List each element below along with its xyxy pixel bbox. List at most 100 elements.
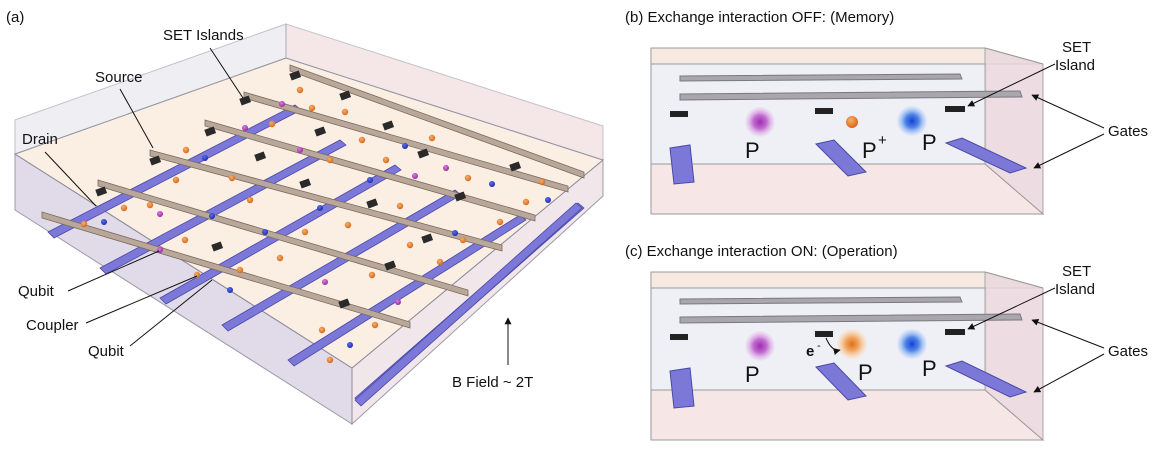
coupler-dot bbox=[382, 156, 390, 164]
panel-b-island-mid bbox=[815, 108, 833, 114]
set-island bbox=[421, 233, 434, 244]
set-island bbox=[289, 70, 302, 81]
coupler-dot bbox=[268, 120, 276, 128]
panel-b-top-face bbox=[650, 47, 1044, 65]
set-island bbox=[149, 155, 162, 166]
qubit-pointer-1 bbox=[67, 250, 160, 292]
set-island bbox=[454, 191, 467, 202]
coupler-dot bbox=[538, 178, 546, 186]
b-field-label: B Field ~ 2T bbox=[452, 374, 533, 391]
panel-c-p-left: P bbox=[745, 362, 760, 387]
panel-c-gate-right bbox=[944, 360, 1028, 398]
coupler-dot bbox=[182, 146, 190, 154]
panel-a-label: (a) bbox=[6, 9, 24, 26]
set-island bbox=[211, 241, 224, 252]
panel-b-p-left: P bbox=[745, 138, 760, 163]
qubit-dot bbox=[209, 213, 215, 219]
coupler-dot bbox=[146, 201, 154, 209]
panel-c-p-right: P bbox=[922, 356, 937, 381]
coupler-dot bbox=[371, 321, 379, 329]
coupler-dot bbox=[368, 271, 376, 279]
coupler-dot bbox=[344, 221, 352, 229]
panel-c-coupler-orange bbox=[837, 329, 867, 359]
donor-atoms bbox=[80, 86, 551, 364]
coupler-dot bbox=[120, 204, 128, 212]
set-island bbox=[254, 151, 267, 162]
set-island bbox=[338, 298, 351, 309]
set-island bbox=[417, 148, 430, 159]
panel-c-drain-bar bbox=[679, 313, 1023, 324]
panel-b-drain-bar bbox=[679, 90, 1023, 101]
qubit-pointer-2 bbox=[129, 279, 213, 347]
panel-c-back-wall bbox=[650, 287, 987, 391]
panel-b-set-pointer bbox=[967, 63, 1056, 107]
panel-b-set-label-line1: SET bbox=[1062, 39, 1091, 56]
set-islands-label: SET Islands bbox=[163, 27, 244, 44]
qubit-dot bbox=[322, 279, 328, 285]
set-island bbox=[382, 120, 395, 131]
panel-a: (a) bbox=[6, 9, 605, 426]
qubit-dot bbox=[297, 147, 303, 153]
drain-pointer bbox=[44, 151, 97, 207]
coupler-label: Coupler bbox=[26, 317, 79, 334]
coupler-dot bbox=[301, 228, 309, 236]
coupler-dot bbox=[396, 202, 404, 210]
coupler-dot bbox=[228, 174, 236, 182]
coupler-dot bbox=[296, 86, 304, 94]
panel-b: (b) Exchange interaction OFF: (Memory) P… bbox=[625, 9, 1148, 216]
coupler-dot bbox=[436, 258, 444, 266]
coupler-pointer bbox=[85, 275, 198, 324]
coupler-dot bbox=[276, 254, 284, 262]
coupler-dot bbox=[496, 218, 504, 226]
qubit-dot bbox=[443, 165, 449, 171]
panel-c-set-label-line2: Island bbox=[1055, 281, 1095, 298]
panel-c-set-label-line1: SET bbox=[1062, 263, 1091, 280]
panel-b-p-plus: P bbox=[862, 138, 877, 163]
panel-c-top-face bbox=[650, 271, 1044, 289]
panel-c-island-mid bbox=[815, 331, 833, 337]
panel-c-island-right bbox=[945, 329, 965, 335]
panel-b-p-right: P bbox=[922, 130, 937, 155]
metal-line bbox=[204, 119, 536, 222]
panel-b-gates-label: Gates bbox=[1108, 123, 1148, 140]
set-island bbox=[95, 186, 108, 197]
panel-c-electron: e bbox=[806, 343, 814, 360]
panel-b-gates-pointer-1 bbox=[1031, 94, 1105, 129]
set-island bbox=[384, 260, 397, 271]
set-island bbox=[366, 198, 379, 209]
qubit-label-2: Qubit bbox=[88, 343, 125, 360]
coupler-dot bbox=[464, 174, 472, 182]
panel-c-set-pointer bbox=[967, 287, 1056, 330]
qubit-dot bbox=[489, 181, 495, 187]
panel-c-qubit-purple bbox=[745, 331, 775, 361]
panel-c: (c) Exchange interaction ON: (Operation)… bbox=[625, 243, 1148, 442]
panel-c-qubit-blue bbox=[897, 329, 927, 359]
qubit-dot bbox=[317, 205, 323, 211]
panel-b-p-plus-sup: + bbox=[878, 132, 887, 149]
coupler-dot bbox=[326, 356, 334, 364]
panel-c-gates-label: Gates bbox=[1108, 343, 1148, 360]
coupler-dot bbox=[522, 198, 530, 206]
front-gate bbox=[354, 202, 583, 407]
coupler-dot bbox=[358, 136, 366, 144]
qubit-label-1: Qubit bbox=[18, 283, 55, 300]
coupler-dot bbox=[326, 156, 334, 164]
panel-b-source-bar bbox=[679, 73, 963, 82]
set-island bbox=[299, 178, 312, 189]
coupler-dot bbox=[172, 176, 180, 184]
panel-c-electron-sup: - bbox=[817, 340, 821, 352]
panel-c-island-left bbox=[670, 334, 688, 340]
set-island bbox=[204, 126, 217, 137]
metal-line bbox=[289, 64, 585, 179]
qubit-dot bbox=[452, 230, 458, 236]
qubit-dot bbox=[395, 299, 401, 305]
panel-b-gate-right bbox=[944, 137, 1028, 174]
panel-c-title: (c) Exchange interaction ON: (Operation) bbox=[625, 243, 898, 260]
coupler-dot bbox=[308, 104, 316, 112]
panel-c-gates-pointer-1 bbox=[1031, 319, 1105, 349]
panel-b-gates-pointer-2 bbox=[1033, 133, 1105, 169]
panel-c-electron-arrow bbox=[825, 337, 841, 355]
panel-b-set-label-line2: Island bbox=[1055, 57, 1095, 74]
panel-c-gate-left bbox=[669, 367, 695, 409]
